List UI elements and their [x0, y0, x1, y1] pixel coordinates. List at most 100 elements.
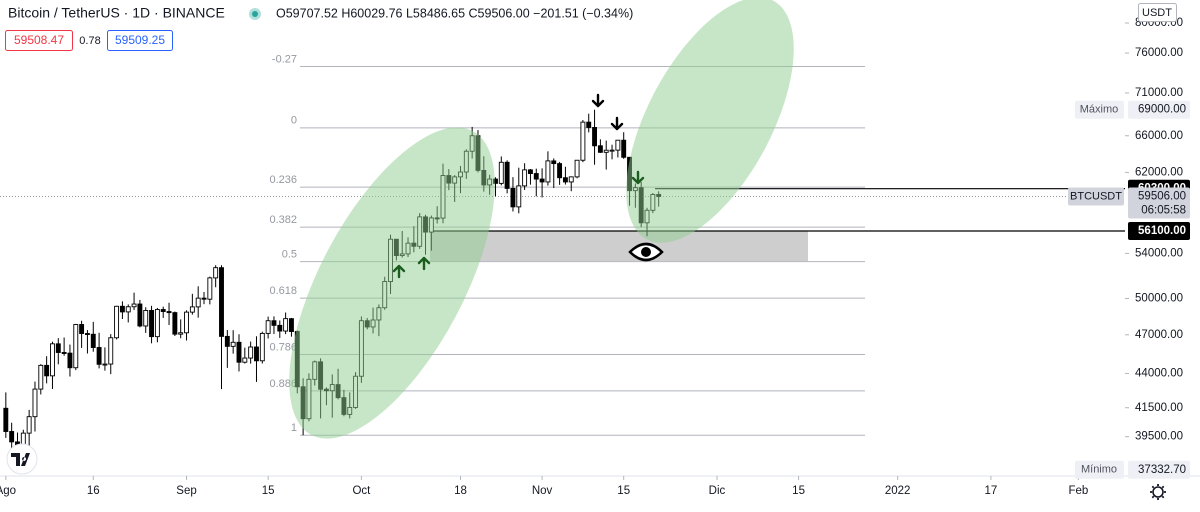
- candle-body: [44, 364, 50, 377]
- candle-body: [615, 139, 621, 151]
- candle-body: [254, 346, 259, 362]
- candle-body: [533, 173, 539, 180]
- x-tick-label: 15: [617, 485, 630, 497]
- candle-body: [108, 337, 114, 365]
- candle-body: [154, 309, 160, 338]
- candle-body: [32, 388, 38, 418]
- y-tick-label: 62000.00: [1135, 166, 1183, 178]
- candle-body: [195, 297, 201, 308]
- candle-body: [79, 324, 85, 334]
- countdown: 06:05:58: [1141, 205, 1186, 217]
- extreme-name-box: [1075, 100, 1124, 119]
- x-tick-label: Oct: [352, 485, 371, 497]
- candle-body: [137, 303, 143, 327]
- y-tick-label: 54000.00: [1135, 247, 1183, 259]
- highlight-ellipse: [626, 0, 794, 243]
- last-price-label: 59506.00: [1138, 191, 1186, 203]
- highlight-ellipse: [289, 127, 495, 439]
- settings-icon[interactable]: [1150, 484, 1166, 500]
- candle-body: [160, 309, 166, 312]
- candle-body: [609, 149, 615, 152]
- candle-body: [96, 347, 102, 365]
- candle-body: [586, 121, 592, 128]
- x-tick-label: 16: [87, 485, 100, 497]
- candle-body: [131, 303, 137, 308]
- fib-label: 1: [291, 422, 297, 434]
- ask-box[interactable]: [107, 30, 173, 51]
- candle-body: [545, 160, 551, 183]
- ohlc-legend: O59707.52 H60029.76 L58486.65 C59506.00 …: [276, 6, 633, 20]
- extreme-price-box: [1128, 460, 1190, 479]
- fib-label: 0.382: [269, 214, 297, 226]
- x-tick-label: 18: [454, 485, 467, 497]
- candle-body: [166, 311, 172, 314]
- down-arrow: [610, 116, 624, 131]
- symbol-title: Bitcoin / TetherUS · 1D · BINANCE: [8, 5, 225, 21]
- extreme-price: 69000.00: [1138, 104, 1186, 116]
- up-arrow: [417, 256, 431, 271]
- candle-body: [568, 176, 574, 183]
- fib-label: 0.786: [269, 341, 297, 353]
- x-tick-label: Nov: [532, 485, 553, 497]
- candle-body: [562, 177, 568, 183]
- x-tick-label: 2022: [885, 485, 911, 497]
- y-tick-label: 66000.00: [1135, 130, 1183, 142]
- candle-body: [201, 297, 207, 300]
- symbol-box: [1068, 187, 1124, 206]
- spread: 0.78: [79, 35, 100, 47]
- level-price-box: [1128, 222, 1190, 241]
- candle-body: [597, 145, 603, 153]
- candle-body: [184, 311, 189, 334]
- candle-body: [149, 310, 155, 338]
- extreme-name-box: [1075, 460, 1124, 479]
- bid-box[interactable]: [5, 30, 73, 51]
- candle-body: [213, 267, 219, 279]
- candle-body: [574, 159, 580, 178]
- y-tick-label: 71000.00: [1135, 87, 1183, 99]
- candle-body: [259, 332, 265, 362]
- x-tick-label: Ago: [0, 485, 16, 497]
- symbol-label: BTCUSDT: [1070, 190, 1122, 202]
- extreme-price-box: [1128, 100, 1190, 119]
- candle-body: [73, 324, 79, 369]
- candle-body: [102, 363, 108, 366]
- candle-body: [592, 127, 598, 147]
- currency: USDT: [1142, 7, 1172, 19]
- candle-body: [236, 341, 242, 363]
- candle-body: [621, 139, 627, 158]
- candle-body: [242, 357, 248, 363]
- candle-body: [38, 364, 44, 390]
- candle-body: [90, 333, 96, 348]
- last-price-box: [1128, 187, 1190, 219]
- candle-body: [277, 324, 283, 332]
- eye-icon: [628, 242, 664, 262]
- arrows: [392, 93, 645, 279]
- candle-body: [172, 312, 178, 335]
- candle-body: [516, 185, 522, 208]
- logo: [6, 443, 38, 475]
- ask-price: 59509.25: [115, 33, 165, 47]
- y-tick-label: 39500.00: [1135, 431, 1183, 443]
- candle-body: [230, 341, 236, 347]
- x-tick-label: 15: [792, 485, 805, 497]
- candle-body: [510, 187, 516, 208]
- currency-box[interactable]: [1138, 3, 1177, 22]
- fib-label: 0.236: [269, 174, 297, 186]
- candle-body: [125, 306, 131, 313]
- candle-body: [224, 335, 230, 347]
- candle-body: [9, 431, 15, 443]
- candle-body: [580, 121, 586, 161]
- y-tick-label: 47000.00: [1135, 329, 1183, 341]
- support-zone: [430, 231, 808, 262]
- candle-body: [219, 267, 224, 337]
- fib-label: 0: [291, 115, 297, 127]
- candle-body: [67, 352, 73, 369]
- candle-body: [50, 343, 55, 377]
- candle-body: [498, 161, 504, 184]
- level-price-label: 56100.00: [1138, 225, 1186, 237]
- extreme-name: Mínimo: [1081, 464, 1117, 476]
- x-tick-label: Sep: [176, 485, 196, 497]
